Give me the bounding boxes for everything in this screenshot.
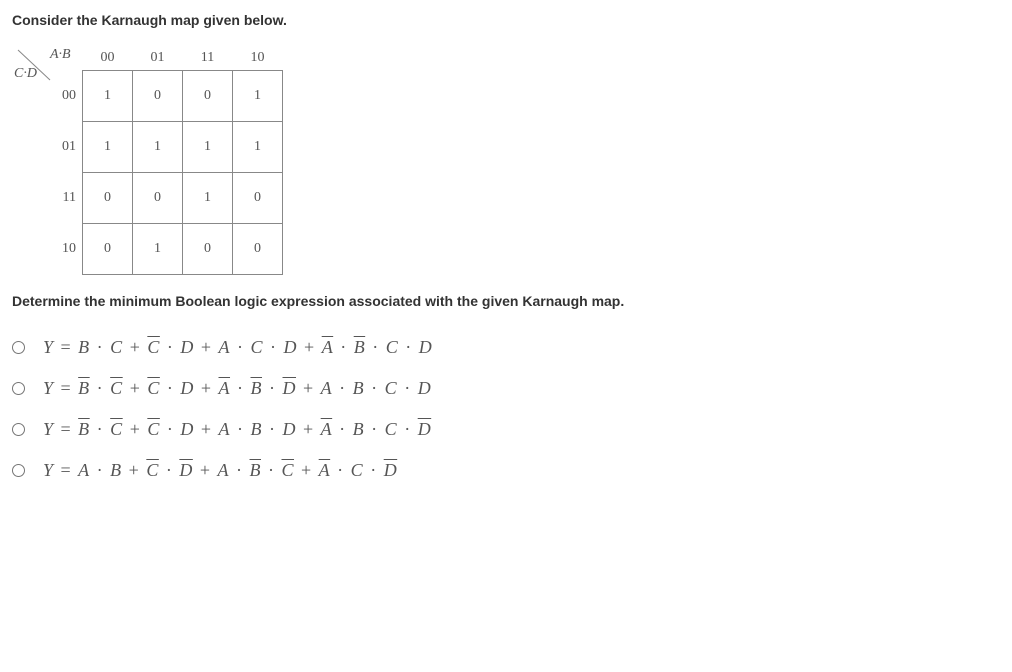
- option-radio[interactable]: [12, 423, 25, 436]
- option-expression: Y = A · B + C · D + A · B · C + A · C · …: [43, 460, 397, 481]
- kmap-row-header: 10: [48, 224, 83, 275]
- kmap-row-header: 11: [48, 173, 83, 224]
- kmap-cell: 0: [183, 224, 233, 275]
- option[interactable]: Y = A · B + C · D + A · B · C + A · C · …: [12, 460, 1000, 481]
- kmap-cell: 1: [233, 122, 283, 173]
- option-expression: Y = B · C + C · D + A · B · D + A · B · …: [43, 378, 431, 399]
- kmap-cell: 1: [183, 122, 233, 173]
- kmap-row: 00 1 0 0 1: [48, 71, 283, 122]
- kmap-cell: 0: [83, 173, 133, 224]
- kmap-cell: 1: [83, 122, 133, 173]
- question-prompt: Determine the minimum Boolean logic expr…: [12, 293, 1000, 309]
- kmap-cell: 0: [133, 173, 183, 224]
- kmap-col-var-label: A·B: [50, 47, 71, 63]
- kmap-header-row: 00 01 11 10: [48, 46, 283, 71]
- kmap-cell: 1: [133, 224, 183, 275]
- kmap-cell: 1: [183, 173, 233, 224]
- option-expression: Y = B · C + C · D + A · B · D + A · B · …: [43, 419, 431, 440]
- option[interactable]: Y = B · C + C · D + A · B · D + A · B · …: [12, 378, 1000, 399]
- kmap-col-header: 10: [233, 46, 283, 71]
- options-list: Y = B · C + C · D + A · C · D + A · B · …: [12, 337, 1000, 481]
- kmap-cell: 0: [183, 71, 233, 122]
- kmap-cell: 1: [83, 71, 133, 122]
- option[interactable]: Y = B · C + C · D + A · C · D + A · B · …: [12, 337, 1000, 358]
- kmap-cell: 0: [233, 173, 283, 224]
- option-radio[interactable]: [12, 341, 25, 354]
- kmap-cell: 1: [233, 71, 283, 122]
- kmap-col-header: 00: [83, 46, 133, 71]
- kmap-container: A·B C·D 00 01 11 10 00 1 0 0 1 01 1 1 1 …: [12, 46, 262, 275]
- option-radio[interactable]: [12, 464, 25, 477]
- kmap-row-var-label: C·D: [14, 66, 37, 82]
- kmap-row-header: 01: [48, 122, 83, 173]
- kmap-cell: 1: [133, 122, 183, 173]
- kmap-row: 01 1 1 1 1: [48, 122, 283, 173]
- option-expression: Y = B · C + C · D + A · C · D + A · B · …: [43, 337, 432, 358]
- kmap-row: 11 0 0 1 0: [48, 173, 283, 224]
- question-intro: Consider the Karnaugh map given below.: [12, 12, 1000, 28]
- kmap-cell: 0: [133, 71, 183, 122]
- kmap-cell: 0: [233, 224, 283, 275]
- kmap-row: 10 0 1 0 0: [48, 224, 283, 275]
- option-radio[interactable]: [12, 382, 25, 395]
- option[interactable]: Y = B · C + C · D + A · B · D + A · B · …: [12, 419, 1000, 440]
- kmap-col-header: 01: [133, 46, 183, 71]
- kmap-cell: 0: [83, 224, 133, 275]
- kmap-col-header: 11: [183, 46, 233, 71]
- kmap-table: 00 01 11 10 00 1 0 0 1 01 1 1 1 1 11 0 0…: [48, 46, 283, 275]
